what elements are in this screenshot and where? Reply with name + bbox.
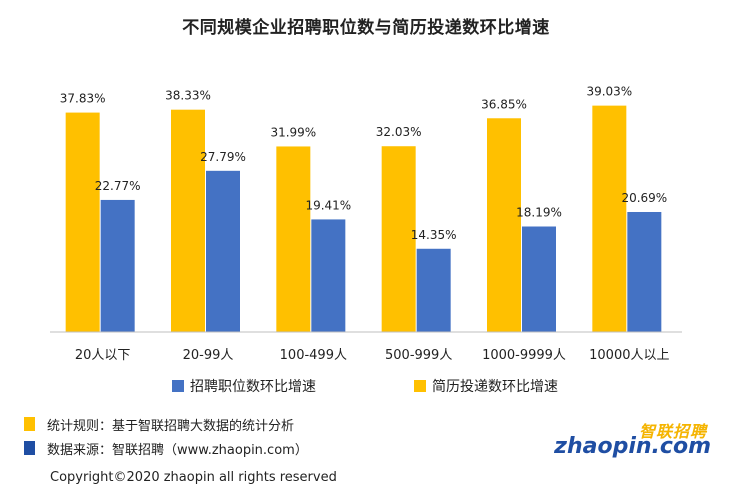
logo-cn-text: 智联招聘 (638, 422, 707, 441)
bar-resume-3 (381, 146, 416, 332)
bar-resume-5 (592, 105, 627, 332)
data-label-resume-5: 39.03% (586, 85, 632, 99)
bar-job-2 (311, 219, 346, 332)
note-source-text: 数据来源：智联招聘（www.zhaopin.com） (47, 442, 308, 458)
legend-item-yellow: 简历投递数环比增速 (414, 376, 558, 396)
data-label-resume-3: 32.03% (376, 125, 422, 139)
data-label-resume-0: 37.83% (60, 92, 106, 106)
copyright-text: Copyright©2020 zhaopin all rights reserv… (50, 470, 337, 485)
bar-resume-0 (65, 112, 100, 332)
note-source-swatch (24, 441, 35, 455)
x-tick-label-3: 500-999人 (385, 348, 452, 363)
bar-resume-2 (276, 146, 311, 332)
legend-item-blue: 招聘职位数环比增速 (172, 376, 316, 396)
data-label-job-2: 19.41% (305, 198, 351, 212)
bar-resume-1 (171, 109, 205, 332)
data-label-job-5: 20.69% (621, 191, 667, 205)
data-label-job-3: 14.35% (411, 228, 457, 242)
note-rule-swatch (24, 417, 35, 431)
legend-label-yellow: 简历投递数环比增速 (432, 379, 558, 395)
bar-chart: 37.83% 22.77% 38.33% 27.79% 31.99% 19.41% 32.0… (50, 85, 682, 363)
logo-en-text: zhaopin.com (554, 434, 711, 459)
data-label-job-4: 18.19% (516, 205, 562, 219)
note-source: 数据来源：智联招聘（www.zhaopin.com） (24, 436, 308, 460)
data-label-job-0: 22.77% (95, 179, 141, 193)
bar-resume-4 (487, 118, 521, 333)
bar-job-4 (522, 226, 556, 332)
legend-swatch-yellow (414, 380, 426, 392)
note-rule-text: 统计规则：基于智联招聘大数据的统计分析 (47, 418, 295, 434)
bar-job-3 (416, 248, 451, 332)
bar-job-0 (100, 199, 135, 332)
zhaopin-logo: 智联招聘 zhaopin.com (554, 418, 723, 462)
legend-swatch-blue (172, 380, 184, 392)
data-label-resume-2: 31.99% (270, 125, 316, 139)
bar-job-5 (627, 211, 662, 332)
bar-job-1 (206, 170, 240, 332)
x-tick-label-2: 100-499人 (280, 348, 347, 363)
x-tick-label-1: 20-99人 (183, 348, 234, 363)
notes-block: 统计规则：基于智联招聘大数据的统计分析 数据来源：智联招聘（www.zhaopi… (24, 412, 308, 460)
x-tick-label-0: 20人以下 (75, 348, 131, 363)
note-rule: 统计规则：基于智联招聘大数据的统计分析 (24, 412, 308, 436)
data-label-job-1: 27.79% (200, 150, 246, 164)
data-label-resume-4: 36.85% (481, 97, 527, 111)
legend-label-blue: 招聘职位数环比增速 (190, 379, 316, 395)
chart-title: 不同规模企业招聘职位数与简历投递数环比增速 (182, 18, 550, 38)
x-tick-label-5: 10000人以上 (589, 348, 669, 363)
data-label-resume-1: 38.33% (165, 89, 211, 103)
x-tick-label-4: 1000-9999人 (482, 348, 566, 363)
